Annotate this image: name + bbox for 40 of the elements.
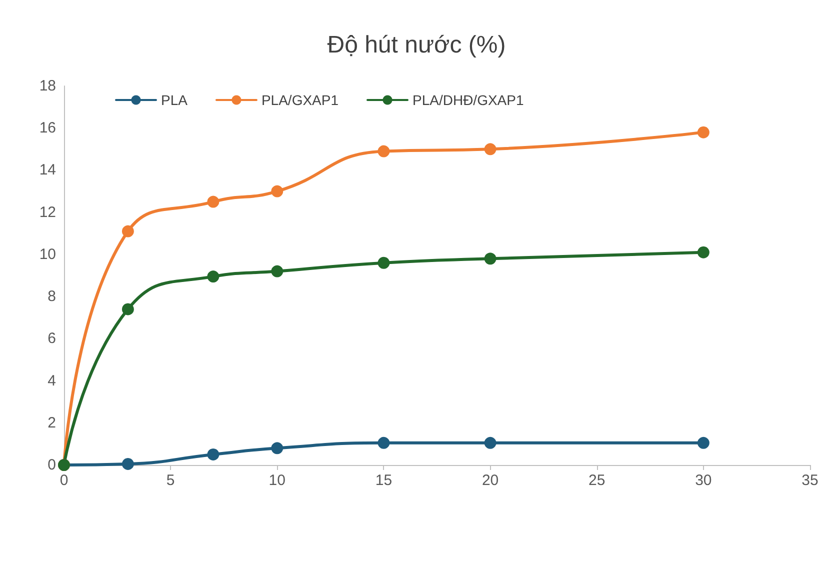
point bbox=[697, 126, 710, 138]
point bbox=[122, 458, 134, 470]
x-tick-label: 15 bbox=[375, 472, 392, 489]
y-tick-label: 0 bbox=[48, 456, 56, 474]
legend-label: PLA bbox=[161, 92, 188, 108]
point bbox=[122, 303, 134, 316]
point bbox=[484, 436, 496, 449]
y-tick-label: 16 bbox=[39, 120, 56, 137]
point bbox=[378, 256, 390, 269]
y-tick-label: 6 bbox=[48, 330, 56, 348]
x-tick-label: 0 bbox=[60, 472, 68, 489]
legend-label: PLA/DHĐ/GXAP1 bbox=[412, 92, 524, 108]
point bbox=[271, 265, 284, 278]
y-tick-label: 2 bbox=[48, 414, 56, 432]
x-tick-label: 25 bbox=[588, 472, 606, 489]
point bbox=[122, 225, 134, 238]
legend-label: PLA/GXAP1 bbox=[261, 92, 339, 108]
point bbox=[484, 143, 496, 156]
x-tick-label: 30 bbox=[695, 472, 712, 489]
y-tick-label: 8 bbox=[48, 288, 56, 306]
y-tick-label: 4 bbox=[48, 372, 56, 390]
x-tick-label: 20 bbox=[482, 472, 499, 489]
point bbox=[378, 145, 390, 158]
point bbox=[697, 436, 710, 449]
y-tick-label: 18 bbox=[39, 78, 56, 94]
point bbox=[207, 270, 220, 283]
y-tick-label: 10 bbox=[39, 246, 56, 263]
point bbox=[378, 436, 390, 449]
y-tick-label: 14 bbox=[39, 162, 56, 179]
x-tick-label: 5 bbox=[166, 472, 175, 489]
chart-title: Độ hút nước (%) bbox=[327, 32, 506, 58]
point bbox=[207, 196, 220, 208]
y-tick-label: 12 bbox=[39, 204, 56, 221]
point bbox=[271, 185, 284, 198]
x-tick-label: 10 bbox=[268, 472, 286, 489]
point bbox=[697, 246, 710, 258]
x-tick-label: 35 bbox=[802, 472, 818, 489]
point bbox=[271, 442, 284, 454]
point bbox=[207, 448, 220, 460]
point bbox=[484, 252, 496, 265]
